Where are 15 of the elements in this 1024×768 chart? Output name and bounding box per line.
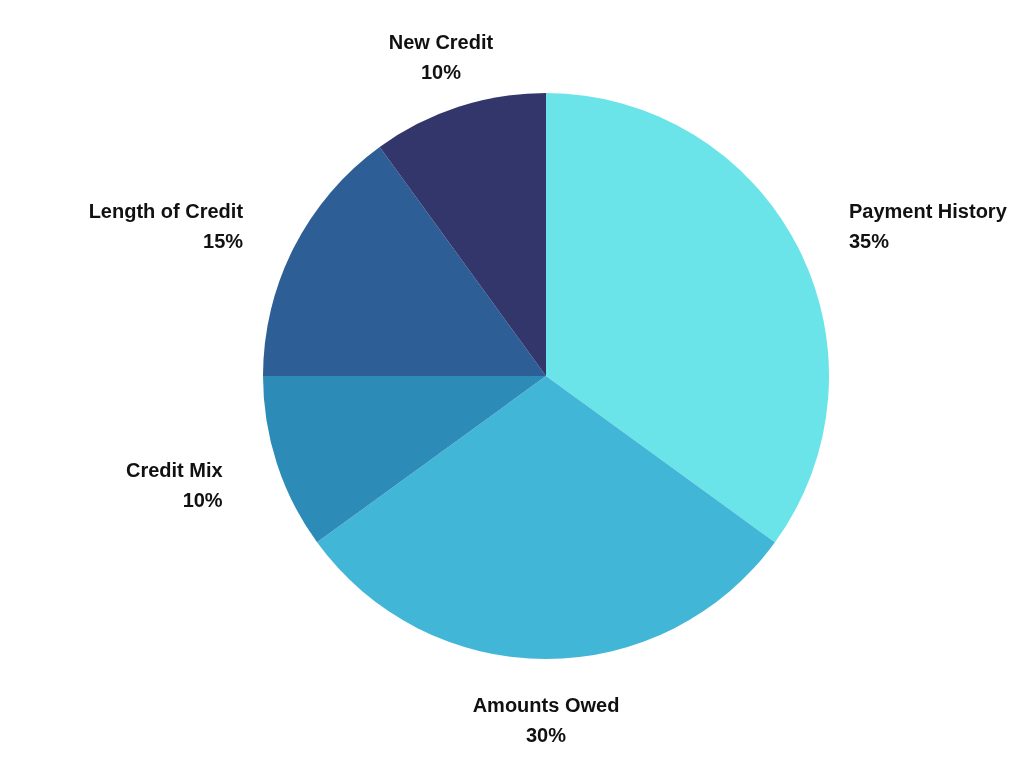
pie-slice — [263, 147, 546, 376]
slice-label: Payment History — [848, 199, 1008, 222]
slice-label: Amounts Owed — [472, 694, 620, 716]
pie-slice — [379, 93, 546, 376]
pie-slice — [263, 376, 546, 543]
pie-slice — [317, 376, 775, 659]
data-label: 30% — [525, 724, 567, 746]
data-label: 35% — [848, 229, 890, 252]
data-label: 10% — [420, 60, 462, 83]
pie-slice — [546, 93, 829, 543]
slice-label: New Credit — [388, 30, 494, 53]
slice-label: Length of Credit — [88, 199, 244, 222]
data-label: 15% — [203, 229, 244, 252]
data-label: 10% — [182, 489, 223, 512]
slice-label: Credit Mix — [125, 459, 223, 482]
